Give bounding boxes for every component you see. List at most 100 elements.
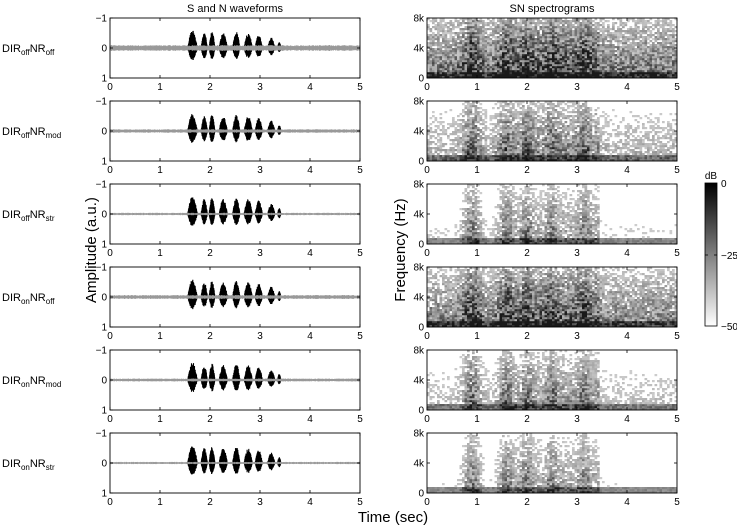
speech-waveform-series [187,197,282,226]
y-tick-label: 0 [101,293,107,304]
x-tick-label: 0 [424,331,430,342]
x-tick-label: 1 [157,248,163,259]
x-tick-label: 4 [624,165,630,176]
spectrogram-heatmap-cells [427,433,678,494]
x-tick-label: 5 [674,165,680,176]
x-tick-label: 2 [524,82,530,93]
y-tick-label: −1 [96,429,108,440]
x-tick-label: 1 [474,331,480,342]
y-tick-label: 4k [413,376,425,387]
x-tick-label: 0 [424,414,430,425]
x-tick-label: 1 [157,331,163,342]
colorbar-title: dB [705,171,718,182]
condition-label: DIRonNRoff [2,292,55,306]
condition-label: DIRoffNRstr [2,209,55,223]
spectrogram-heatmap-cells [427,101,678,162]
spectrogram-heatmap-cells [427,267,678,328]
x-tick-label: 2 [207,82,213,93]
x-tick-label: 4 [624,497,630,508]
spectrogram-panel: 0 4k 8k 0 1 2 3 4 5 [413,346,680,426]
y-tick-label: −1 [96,97,108,108]
colorbar: dB 0 −25 −50 [704,171,737,333]
x-tick-label: 5 [674,414,680,425]
noise-waveform-series [109,294,361,300]
x-tick-label: 4 [624,331,630,342]
x-tick-label: 4 [624,414,630,425]
x-tick-label: 3 [574,331,580,342]
colorbar-tick-label: −25 [721,251,737,262]
x-tick-label: 2 [524,331,530,342]
waveform-column-title: S and N waveforms [187,3,283,15]
x-tick-label: 1 [157,165,163,176]
x-tick-label: 2 [207,331,213,342]
spectrogram-panel: 0 4k 8k 0 1 2 3 4 5 [413,180,680,260]
x-tick-label: 5 [674,82,680,93]
x-tick-label: 1 [474,414,480,425]
x-tick-label: 4 [624,248,630,259]
y-tick-label: 0 [101,127,107,138]
y-tick-label: −1 [96,180,108,191]
spectrogram-column-title: SN spectrograms [510,3,595,15]
y-tick-label: 1 [101,157,107,168]
x-tick-label: 5 [357,414,363,425]
x-tick-label: 5 [674,497,680,508]
x-tick-label: 1 [157,414,163,425]
y-tick-label: 0 [418,157,424,168]
colorbar-gradient [704,182,718,327]
y-tick-label: 0 [101,459,107,470]
x-tick-label: 2 [207,165,213,176]
x-tick-label: 0 [107,497,113,508]
x-tick-label: 1 [157,82,163,93]
x-tick-label: 2 [207,248,213,259]
x-tick-label: 3 [574,82,580,93]
y-tick-label: 4k [413,210,425,221]
x-tick-label: 5 [357,248,363,259]
y-tick-label: 4k [413,459,425,470]
spectrogram-heatmap-cells [427,18,678,79]
spectrogram-heatmap-cells [427,184,678,245]
y-tick-label: 0 [418,406,424,417]
x-tick-label: 0 [107,165,113,176]
x-tick-label: 0 [424,248,430,259]
x-tick-label: 3 [574,248,580,259]
x-tick-label: 0 [107,248,113,259]
spectrogram-heatmap-cells [427,350,678,411]
y-tick-label: 0 [101,376,107,387]
y-tick-label: 0 [418,489,424,500]
y-tick-label: 4k [413,44,425,55]
colorbar-tick-label: −50 [721,322,737,333]
frequency-axis-label: Frequency (Hz) [392,198,409,301]
x-tick-label: 1 [474,82,480,93]
x-tick-label: 4 [307,248,313,259]
y-tick-label: 1 [101,323,107,334]
x-tick-label: 3 [257,165,263,176]
amplitude-axis-label: Amplitude (a.u.) [83,197,100,303]
y-tick-label: 1 [101,489,107,500]
y-tick-label: −1 [96,14,108,25]
spectrogram-panel: 0 4k 8k 0 1 2 3 4 5 [413,97,680,177]
x-tick-label: 2 [524,497,530,508]
condition-label: DIRoffNRoff [2,43,55,57]
x-tick-label: 4 [307,497,313,508]
condition-label: DIRonNRmod [2,375,61,389]
y-tick-label: 0 [418,240,424,251]
x-tick-label: 0 [107,82,113,93]
x-tick-label: 0 [424,497,430,508]
x-tick-label: 3 [574,497,580,508]
y-tick-label: 8k [413,14,425,25]
y-tick-label: 8k [413,180,425,191]
y-tick-label: 1 [101,240,107,251]
y-tick-label: 8k [413,429,425,440]
x-tick-label: 0 [107,414,113,425]
x-tick-label: 2 [524,165,530,176]
x-tick-label: 2 [524,414,530,425]
speech-waveform-series [187,279,282,310]
